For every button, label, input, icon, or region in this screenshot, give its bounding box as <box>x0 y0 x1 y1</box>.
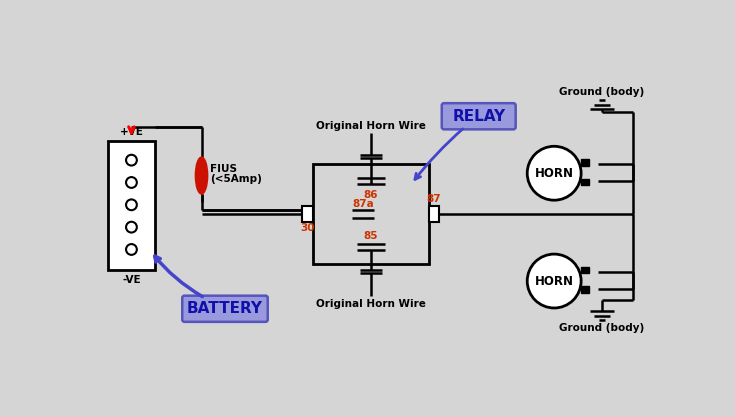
Text: BATTERY: BATTERY <box>187 301 263 316</box>
Bar <box>107 141 155 270</box>
Text: HORN: HORN <box>534 274 574 288</box>
Text: Original Horn Wire: Original Horn Wire <box>316 299 426 309</box>
Bar <box>581 178 589 185</box>
Text: 87: 87 <box>427 194 441 204</box>
FancyBboxPatch shape <box>182 296 268 322</box>
Text: FIUS: FIUS <box>210 164 237 174</box>
Text: 30: 30 <box>301 223 315 233</box>
FancyBboxPatch shape <box>442 103 516 129</box>
Circle shape <box>527 254 581 308</box>
Text: 87a: 87a <box>352 198 374 208</box>
Text: 85: 85 <box>364 231 379 241</box>
Bar <box>429 206 440 222</box>
Text: Ground (body): Ground (body) <box>559 324 645 333</box>
Text: Ground (body): Ground (body) <box>559 87 645 97</box>
Text: HORN: HORN <box>534 167 574 180</box>
Bar <box>313 164 429 264</box>
Text: +VE: +VE <box>120 127 143 137</box>
Bar <box>581 286 589 293</box>
Text: -VE: -VE <box>122 275 141 285</box>
Text: RELAY: RELAY <box>452 109 505 124</box>
Circle shape <box>126 177 137 188</box>
Circle shape <box>126 155 137 166</box>
Circle shape <box>126 222 137 233</box>
Circle shape <box>126 199 137 210</box>
Bar <box>581 267 589 273</box>
Bar <box>302 206 313 222</box>
Text: 86: 86 <box>364 190 379 200</box>
Ellipse shape <box>196 157 208 194</box>
Text: Original Horn Wire: Original Horn Wire <box>316 121 426 131</box>
Circle shape <box>126 244 137 255</box>
Text: (<5Amp): (<5Amp) <box>210 174 262 184</box>
Circle shape <box>527 146 581 200</box>
Bar <box>581 159 589 166</box>
